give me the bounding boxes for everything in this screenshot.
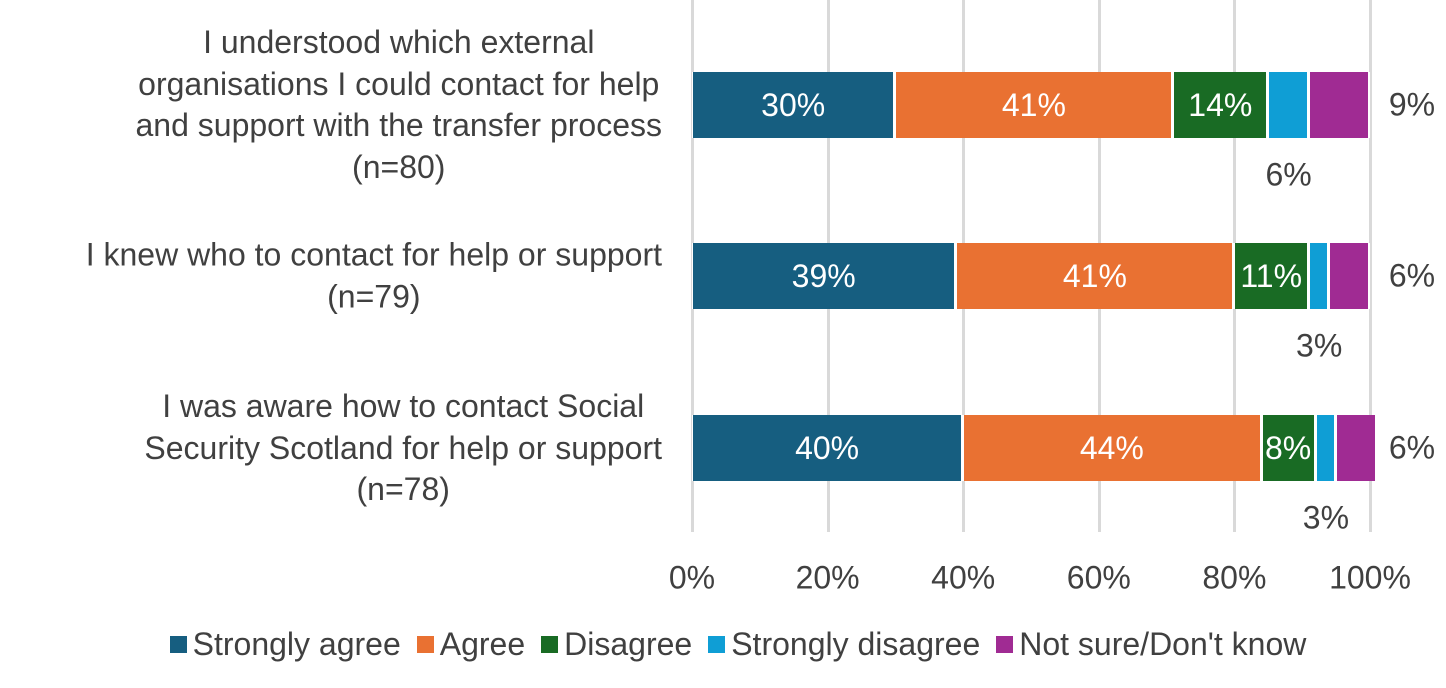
data-label: 30% (761, 86, 826, 123)
data-label: 6% (1388, 429, 1436, 466)
legend-label: Strongly agree (192, 626, 401, 662)
x-tick-label: 60% (1066, 559, 1131, 596)
legend-item: Disagree (541, 626, 692, 663)
data-label: 44% (1079, 429, 1144, 466)
legend-item: Agree (416, 626, 526, 663)
category-label: I knew who to contact for help or suppor… (85, 236, 662, 315)
legend-item: Strongly disagree (708, 626, 980, 663)
category-label: I was aware how to contact Social Securi… (144, 387, 662, 507)
data-label: 6% (1265, 156, 1312, 193)
data-label: 11% (1240, 257, 1303, 294)
legend-label: Disagree (564, 626, 693, 662)
bar-segment (1308, 72, 1370, 138)
data-label: 41% (1001, 86, 1066, 123)
bar-segment (1336, 415, 1377, 481)
legend-swatch (996, 636, 1014, 653)
bar-segment: 11% (1234, 243, 1309, 309)
legend-swatch (541, 636, 559, 653)
data-label: 3% (1302, 499, 1350, 536)
bar-segment: 39% (692, 243, 957, 309)
bar-segment: 41% (895, 72, 1174, 138)
legend-swatch (169, 636, 187, 653)
legend-item: Not sure/Don't know (996, 626, 1306, 663)
x-tick-label: 40% (931, 559, 996, 596)
legend-item: Strongly agree (169, 626, 401, 663)
data-label: 40% (795, 429, 860, 466)
bar-segment (1268, 72, 1309, 138)
bar-segment: 44% (963, 415, 1262, 481)
legend-label: Strongly disagree (731, 626, 981, 662)
bar-segment (1308, 243, 1330, 309)
category-label: I understood which external organisation… (135, 24, 663, 185)
legend-swatch (416, 636, 434, 653)
bar-segment (1329, 243, 1370, 309)
bar-segment (1315, 415, 1337, 481)
bar-segment: 40% (692, 415, 964, 481)
data-label: 14% (1188, 86, 1253, 123)
x-tick-label: 80% (1202, 559, 1267, 596)
data-label: 41% (1062, 257, 1127, 294)
legend-label: Not sure/Don't know (1019, 626, 1307, 662)
data-label: 9% (1388, 86, 1436, 123)
bar-segment: 8% (1261, 415, 1316, 481)
data-label: 8% (1265, 429, 1312, 466)
data-label: 3% (1296, 327, 1343, 364)
x-tick-label: 20% (795, 559, 860, 596)
legend: Strongly agree Agree Disagree Strongly disa… (0, 626, 1446, 663)
x-tick-label: 100% (1329, 559, 1411, 596)
data-label: 39% (791, 257, 856, 294)
bar-segment: 14% (1173, 72, 1269, 138)
bar-segment: 41% (956, 243, 1235, 309)
legend-swatch (708, 636, 726, 653)
data-label: 6% (1388, 257, 1436, 294)
legend-label: Agree (439, 626, 526, 662)
x-tick-label: 0% (668, 559, 716, 596)
bar-segment: 30% (692, 72, 896, 138)
gridline (1369, 0, 1372, 532)
